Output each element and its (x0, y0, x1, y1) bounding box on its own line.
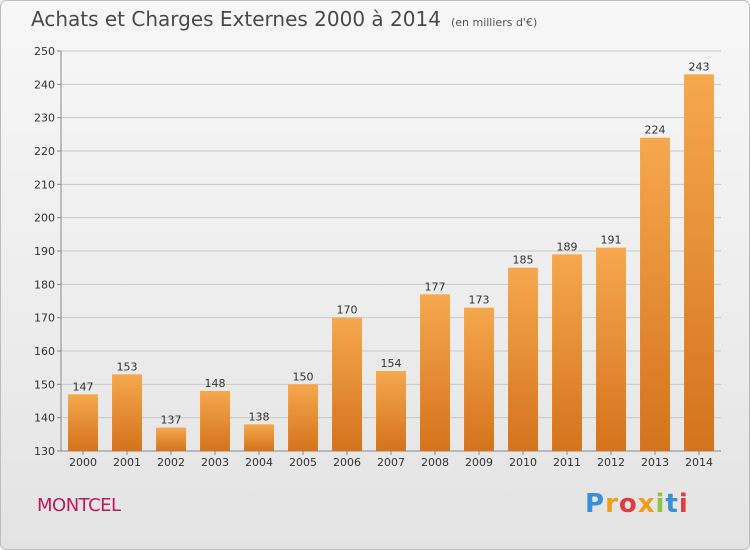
data-label: 191 (601, 234, 622, 247)
data-label: 153 (117, 360, 138, 373)
data-label: 185 (513, 254, 534, 267)
x-tick-label: 2005 (289, 456, 317, 469)
bar (552, 254, 582, 451)
logo-letter: i (655, 489, 666, 519)
y-tick-label: 240 (34, 78, 55, 91)
data-label: 147 (73, 380, 94, 393)
chart-title: Achats et Charges Externes 2000 à 2014 (e… (31, 7, 537, 31)
data-label: 148 (205, 377, 226, 390)
data-label: 150 (293, 370, 314, 383)
bar (244, 424, 274, 451)
bar (332, 317, 362, 451)
bar (288, 384, 318, 451)
y-tick-label: 170 (34, 312, 55, 325)
x-tick-label: 2000 (69, 456, 97, 469)
y-tick-label: 190 (34, 245, 55, 258)
data-label: 138 (249, 410, 270, 423)
logo-letter: P (585, 489, 606, 519)
x-tick-label: 2010 (509, 456, 537, 469)
bar (508, 267, 538, 451)
y-tick-label: 210 (34, 178, 55, 191)
bar (420, 294, 450, 451)
x-tick-label: 2004 (245, 456, 273, 469)
logo-letter: o (618, 489, 638, 519)
x-tick-label: 2012 (597, 456, 625, 469)
logo-letter: x (637, 489, 656, 519)
data-label: 154 (381, 357, 402, 370)
x-tick-label: 2006 (333, 456, 361, 469)
bar (376, 371, 406, 451)
y-tick-label: 180 (34, 278, 55, 291)
data-label: 137 (161, 414, 182, 427)
x-tick-label: 2008 (421, 456, 449, 469)
y-tick-label: 150 (34, 378, 55, 391)
x-tick-label: 2002 (157, 456, 185, 469)
chart-subtitle: (en milliers d'€) (450, 16, 538, 29)
logo-letter: i (678, 489, 689, 519)
y-tick-label: 200 (34, 212, 55, 225)
y-tick-label: 230 (34, 112, 55, 125)
bar (464, 307, 494, 451)
commune-name: MONTCEL (37, 495, 121, 516)
x-tick-label: 2007 (377, 456, 405, 469)
y-tick-label: 160 (34, 345, 55, 358)
bar (200, 391, 230, 451)
logo-letter: t (665, 489, 679, 519)
y-tick-label: 140 (34, 412, 55, 425)
bar (596, 247, 626, 451)
bar (112, 374, 142, 451)
x-tick-label: 2001 (113, 456, 141, 469)
data-label: 224 (645, 124, 666, 137)
data-label: 243 (689, 60, 710, 73)
x-tick-label: 2013 (641, 456, 669, 469)
bar (156, 427, 186, 451)
y-tick-label: 220 (34, 145, 55, 158)
chart-title-text: Achats et Charges Externes 2000 à 2014 (31, 7, 441, 31)
data-label: 189 (557, 240, 578, 253)
x-tick-label: 2011 (553, 456, 581, 469)
y-tick-label: 130 (34, 445, 55, 458)
data-label: 170 (337, 304, 358, 317)
data-label: 173 (469, 294, 490, 307)
bar (684, 74, 714, 451)
x-tick-label: 2003 (201, 456, 229, 469)
x-tick-label: 2014 (685, 456, 713, 469)
data-label: 177 (425, 280, 446, 293)
y-tick-label: 250 (34, 45, 55, 58)
proxiti-logo: Proxiti (585, 489, 689, 519)
bar (68, 394, 98, 451)
x-tick-label: 2009 (465, 456, 493, 469)
logo-letter: r (605, 489, 619, 519)
bar (640, 137, 670, 451)
